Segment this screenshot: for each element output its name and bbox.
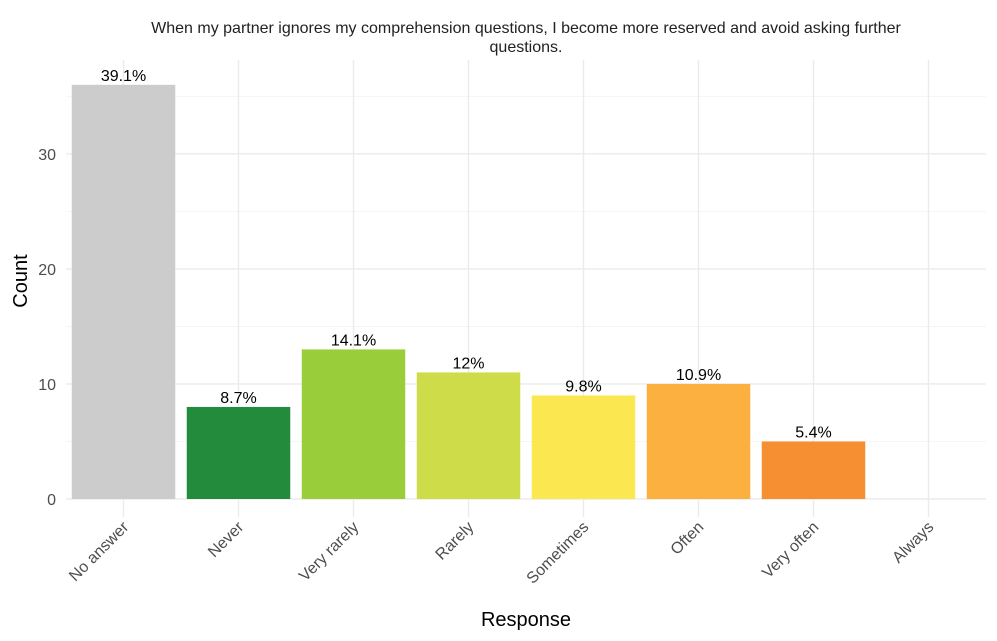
bar [646, 383, 751, 499]
y-tick-label: 0 [47, 492, 56, 509]
bar [301, 349, 406, 499]
x-tick-label: Very rarely [296, 519, 362, 585]
bar [186, 406, 291, 499]
bar [761, 441, 866, 499]
data-label: 12% [452, 355, 484, 372]
y-axis-title: Count [10, 254, 32, 308]
chart-title-line-1: When my partner ignores my comprehension… [151, 20, 901, 37]
y-tick-label: 30 [38, 147, 56, 164]
bar [531, 395, 636, 499]
x-tick-label: No answer [66, 518, 133, 585]
x-tick-label: Never [205, 518, 248, 561]
data-label: 39.1% [101, 68, 146, 85]
data-label: 14.1% [331, 332, 376, 349]
data-label: 8.7% [220, 390, 256, 407]
data-label: 10.9% [676, 367, 721, 384]
bars: 39.1% 8.7% 14.1% 12% 9.8% 10.9% 5.4% [71, 68, 866, 500]
bar [71, 84, 176, 500]
chart-title-line-2: questions. [490, 39, 563, 56]
x-tick-label: Very often [759, 519, 822, 582]
data-label: 5.4% [795, 424, 831, 441]
x-tick-label: Rarely [433, 519, 478, 564]
y-tick-label: 20 [38, 262, 56, 279]
y-tick-label: 10 [38, 377, 56, 394]
x-tick-label: Sometimes [524, 519, 593, 588]
x-tick-label: Often [668, 519, 708, 559]
x-tick-label: Always [889, 519, 937, 567]
x-axis-title: Response [481, 609, 571, 631]
data-label: 9.8% [565, 378, 601, 395]
bar [416, 372, 521, 499]
